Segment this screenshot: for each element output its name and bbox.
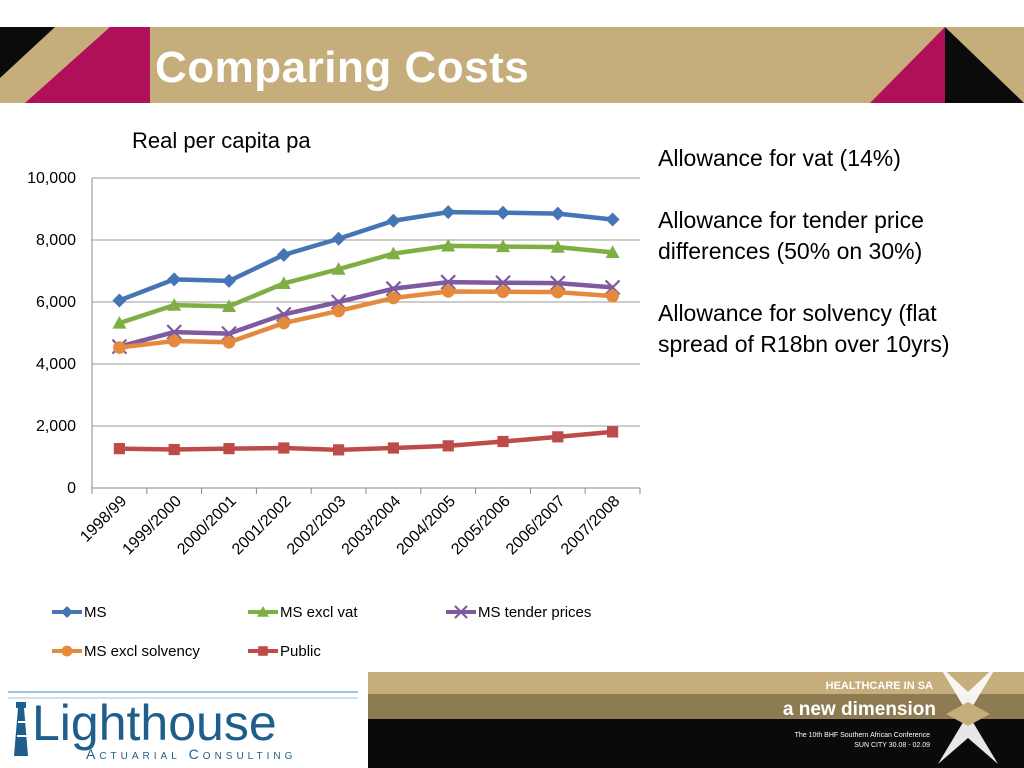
data-point-1-9 — [605, 245, 620, 258]
lighthouse-logo: Lighthouse Actuarial Consulting — [0, 686, 368, 768]
conference-name: The 10th BHF Southern African Conference — [795, 732, 931, 739]
banner-left-black-triangle — [0, 27, 55, 78]
series-line-1 — [118, 243, 613, 326]
legend-label-2: MS tender prices — [478, 604, 591, 621]
series-line-4 — [119, 429, 613, 453]
legend-label-3: MS excl solvency — [84, 643, 200, 660]
data-point-4-5 — [387, 442, 399, 454]
data-point-3-2 — [222, 336, 236, 349]
data-point-4-9 — [607, 426, 619, 438]
data-point-0-0 — [112, 293, 127, 308]
title-banner — [0, 27, 1024, 103]
data-point-1-2 — [222, 299, 236, 312]
legend-label-4: Public — [280, 643, 321, 660]
data-point-4-4 — [333, 444, 345, 456]
legend-swatch-marker-0 — [61, 606, 73, 618]
data-point-0-8 — [550, 206, 565, 221]
data-point-4-6 — [442, 440, 454, 452]
data-point-1-3 — [276, 276, 291, 289]
legend-label-0: MS — [84, 604, 107, 621]
banner-right-magenta-triangle — [870, 27, 945, 103]
data-point-3-1 — [167, 334, 181, 348]
x-tick-label: 1998/99 — [77, 493, 130, 546]
data-point-1-1 — [167, 298, 182, 311]
data-point-4-0 — [113, 443, 125, 455]
data-point-0-9 — [605, 212, 620, 227]
banner-left-magenta-triangle — [25, 27, 150, 103]
data-point-3-6 — [441, 285, 455, 298]
series-line-2 — [118, 279, 613, 349]
series-line-0 — [118, 209, 613, 303]
data-point-1-5 — [386, 246, 401, 260]
data-point-0-4 — [331, 231, 346, 246]
y-tick-label: 6,000 — [36, 294, 76, 311]
data-point-1-4 — [331, 262, 346, 275]
legend-label-1: MS excl vat — [280, 604, 358, 621]
data-point-4-7 — [497, 435, 509, 448]
conference-venue: SUN CITY 30.08 - 02.09 — [854, 742, 930, 749]
data-point-2-8 — [550, 275, 566, 291]
data-point-1-0 — [112, 316, 127, 329]
data-point-1-7 — [496, 239, 510, 253]
data-point-2-1 — [166, 324, 182, 340]
data-point-3-3 — [277, 316, 291, 330]
legend-swatch-marker-2 — [454, 605, 468, 619]
data-point-3-5 — [387, 291, 400, 305]
data-point-3-0 — [113, 341, 126, 354]
tagline-top: HEALTHCARE IN SA — [826, 680, 933, 692]
chart-title: Real per capita pa — [132, 128, 311, 153]
logo-subtitle: Actuarial Consulting — [86, 746, 296, 762]
data-point-0-6 — [441, 205, 456, 220]
legend-swatch-marker-3 — [61, 645, 73, 657]
series-line-3 — [119, 289, 613, 350]
data-point-0-7 — [496, 205, 510, 220]
data-point-2-6 — [440, 274, 456, 290]
lighthouse-star-icon — [938, 664, 998, 764]
y-tick-label: 4,000 — [36, 356, 76, 373]
banner-tan-band — [0, 27, 1024, 103]
y-tick-label: 0 — [67, 480, 76, 497]
note-tender: Allowance for tender price differences (… — [658, 207, 924, 264]
data-point-0-3 — [276, 247, 291, 262]
tagline-main: a new dimension — [783, 699, 936, 720]
data-point-0-5 — [386, 213, 401, 228]
legend-swatch-marker-1 — [257, 606, 269, 617]
line-chart: 02,0004,0006,0008,00010,0001998/991999/2… — [27, 170, 641, 660]
data-point-3-8 — [551, 285, 565, 299]
data-point-1-8 — [550, 240, 565, 253]
data-point-3-7 — [496, 285, 510, 299]
slide-title: Comparing Costs — [155, 43, 530, 92]
data-point-4-8 — [552, 431, 564, 443]
data-point-2-5 — [385, 280, 402, 297]
y-tick-label: 8,000 — [36, 232, 76, 249]
logo-word: Lighthouse — [32, 695, 277, 751]
data-point-1-6 — [441, 238, 456, 252]
note-vat: Allowance for vat (14%) — [658, 145, 901, 171]
conference-footer: HEALTHCARE IN SA a new dimension The 10t… — [368, 664, 1024, 768]
legend-swatch-marker-4 — [258, 646, 268, 656]
x-tick-label: 2007/2008 — [558, 493, 624, 559]
data-point-0-2 — [222, 273, 236, 288]
y-tick-label: 2,000 — [36, 418, 76, 435]
banner-right-black-triangle — [945, 27, 1024, 103]
data-point-4-1 — [168, 443, 180, 456]
data-point-4-3 — [278, 442, 290, 454]
y-tick-label: 10,000 — [27, 170, 76, 187]
data-point-3-4 — [332, 304, 345, 318]
lighthouse-tower-icon — [14, 702, 28, 756]
note-solvency: Allowance for solvency (flat spread of R… — [658, 300, 950, 357]
data-point-4-2 — [223, 443, 235, 455]
data-point-3-9 — [606, 289, 619, 303]
notes-panel: Allowance for vat (14%) Allowance for te… — [658, 143, 1008, 391]
data-point-2-4 — [330, 294, 347, 310]
data-point-0-1 — [167, 272, 182, 287]
data-point-2-7 — [495, 275, 511, 291]
